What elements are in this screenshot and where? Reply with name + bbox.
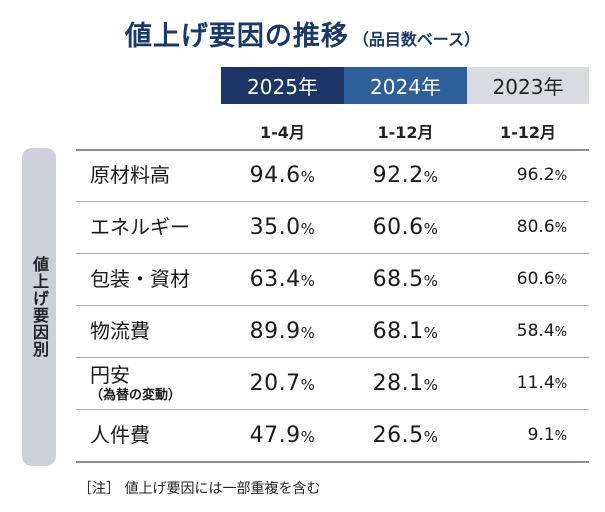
table-row: 原材料高 94.6% 92.2% 96.2% [76,149,589,201]
side-category-label: 値上げ要因別 [30,256,49,358]
cell-value: 63.4 [249,266,301,292]
cell-value: 47.9 [249,422,301,448]
cell-value: 35.0 [249,214,301,240]
value-cell: 68.5% [344,253,467,305]
cell-unit: % [300,219,316,238]
table-row: 人件費 47.9% 26.5% 9.1% [76,409,589,461]
row-label-text: 原材料高 [90,163,170,187]
value-cell: 58.4% [467,305,589,357]
cell-value: 26.5 [372,422,424,448]
row-sublabel-text: （為替の変動） [90,387,182,403]
value-cell: 96.2% [467,149,589,201]
cell-value: 60.6 [372,214,424,240]
table-divider [76,253,589,254]
table-divider [76,409,589,410]
cell-unit: % [423,219,439,238]
value-cell: 60.6% [344,201,467,253]
value-cell: 89.9% [221,305,344,357]
row-label: 物流費 [90,305,150,357]
cell-unit: % [300,427,316,446]
cell-unit: % [554,429,567,444]
period-label-2023: 1-12月 [499,123,557,142]
value-cell: 63.4% [221,253,344,305]
value-cell: 80.6% [467,201,589,253]
cell-unit: % [300,375,316,394]
cell-value: 94.6 [249,162,301,188]
row-label-text: 円安 [90,362,130,387]
title-main: 値上げ要因の推移 [124,21,349,52]
cell-value: 68.5 [372,266,424,292]
cell-unit: % [554,325,567,340]
table-row: 物流費 89.9% 68.1% 58.4% [76,305,589,357]
table-row: 円安 （為替の変動） 20.7% 28.1% 11.4% [76,357,589,409]
value-cell: 92.2% [344,149,467,201]
value-cell: 68.1% [344,305,467,357]
cell-value: 92.2 [372,162,424,188]
cell-unit: % [423,375,439,394]
cell-value: 20.7 [249,370,301,396]
value-cell: 94.6% [221,149,344,201]
page-title: 値上げ要因の推移 （品目数ベース） [0,14,605,53]
row-label-text: 物流費 [90,319,150,343]
table-divider [76,149,589,151]
cell-unit: % [554,377,567,392]
row-label: 包装・資材 [90,253,190,305]
row-label: エネルギー [90,201,190,253]
cell-value: 89.9 [249,318,301,344]
value-cell: 11.4% [467,357,589,409]
row-label-text: 人件費 [90,423,150,447]
title-sub: （品目数ベース） [352,30,481,49]
cell-unit: % [423,427,439,446]
table-divider [76,305,589,306]
cell-unit: % [554,221,567,236]
period-label-2024: 1-12月 [377,123,434,142]
row-label: 原材料高 [90,149,170,201]
cell-value: 58.4 [516,321,555,341]
row-label-text: 包装・資材 [90,267,190,291]
cell-unit: % [300,323,316,342]
period-label-2025: 1-4月 [260,123,305,142]
value-cell: 9.1% [467,409,589,461]
value-cell: 28.1% [344,357,467,409]
footnote: ［注］ 値上げ要因には一部重複を含む [78,481,321,497]
cell-value: 28.1 [372,370,424,396]
row-label: 人件費 [90,409,150,461]
table-divider [76,357,589,358]
cell-unit: % [554,273,567,288]
side-category-bar: 値上げ要因別 [22,148,56,466]
table-divider [76,461,589,463]
column-header-2023: 2023年 [467,67,589,104]
value-cell: 47.9% [221,409,344,461]
cell-unit: % [423,167,439,186]
table-row: エネルギー 35.0% 60.6% 80.6% [76,201,589,253]
cell-unit: % [300,271,316,290]
row-label-text: エネルギー [90,215,190,239]
cell-value: 96.2 [516,165,555,185]
row-label: 円安 （為替の変動） [90,357,181,409]
table-row: 包装・資材 63.4% 68.5% 60.6% [76,253,589,305]
table-divider [76,201,589,202]
value-cell: 26.5% [344,409,467,461]
cell-value: 80.6 [516,217,555,237]
column-header-2025: 2025年 [221,67,344,104]
cell-value: 60.6 [516,269,555,289]
cell-value: 11.4 [516,373,555,393]
cell-unit: % [554,169,567,184]
column-header-2024: 2024年 [344,67,467,104]
value-cell: 20.7% [221,357,344,409]
cell-unit: % [423,323,439,342]
value-cell: 35.0% [221,201,344,253]
cell-value: 68.1 [372,318,424,344]
cell-unit: % [423,271,439,290]
cell-unit: % [300,167,316,186]
value-cell: 60.6% [467,253,589,305]
cell-value: 9.1 [527,425,555,445]
